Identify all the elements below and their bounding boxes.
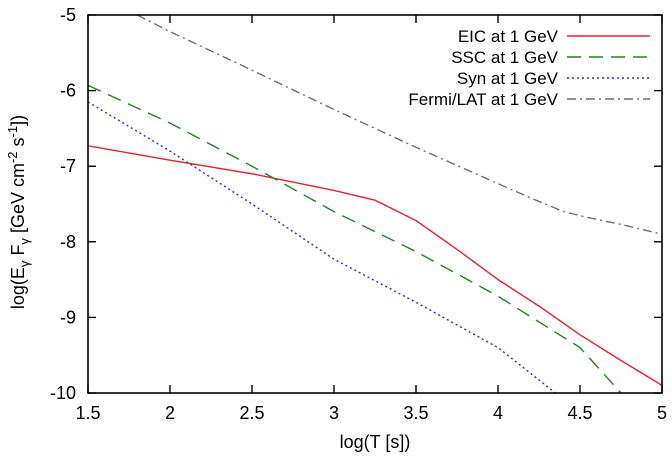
x-tick-label: 2	[165, 403, 175, 423]
legend-label-3: Fermi/LAT at 1 GeV	[408, 90, 558, 109]
y-tick-label: -8	[60, 232, 76, 252]
y-tick-label: -9	[60, 307, 76, 327]
y-tick-label: -6	[60, 81, 76, 101]
legend-label-0: EIC at 1 GeV	[458, 27, 559, 46]
y-tick-label: -10	[50, 383, 76, 403]
y-title-exp2: -1	[5, 126, 20, 138]
x-tick-label: 4	[493, 403, 503, 423]
x-tick-label: 1.5	[75, 403, 100, 423]
x-tick-label: 4.5	[567, 403, 592, 423]
y-title-units-close: ])	[8, 115, 28, 126]
y-axis-title: log(Eγ Fγ [GeV cm-2 s-1])	[5, 115, 32, 309]
y-title-exp1: -2	[5, 151, 20, 163]
series-line-0	[88, 145, 662, 386]
legend-label-1: SSC at 1 GeV	[451, 48, 558, 67]
x-tick-label: 5	[657, 403, 667, 423]
series-line-3	[136, 15, 662, 235]
tick-layer: 1.5 2 2.5 3 3.5 4 4.5 5 -10 -9 -8 -7 -6 -5	[50, 5, 667, 423]
x-tick-label: 2.5	[239, 403, 264, 423]
y-title-sub1: γ	[17, 260, 32, 267]
x-tick-label: 3	[329, 403, 339, 423]
series-line-2	[88, 101, 556, 393]
y-title-units-mid: s	[8, 137, 28, 151]
series-line-1	[88, 84, 622, 393]
y-tick-label: -5	[60, 5, 76, 25]
y-title-prefix: log(E	[8, 267, 28, 309]
legend-label-2: Syn at 1 GeV	[457, 69, 559, 88]
y-tick-label: -7	[60, 156, 76, 176]
plot-frame	[87, 14, 663, 394]
legend: EIC at 1 GeV SSC at 1 GeV Syn at 1 GeV Ferm…	[408, 27, 650, 109]
y-title-mid: F	[8, 245, 28, 261]
y-title-units-open: [GeV cm	[8, 163, 28, 238]
x-tick-label: 3.5	[403, 403, 428, 423]
y-title-sub2: γ	[17, 238, 32, 245]
x-axis-title: log(T [s])	[340, 432, 411, 452]
series-layer	[88, 15, 662, 393]
